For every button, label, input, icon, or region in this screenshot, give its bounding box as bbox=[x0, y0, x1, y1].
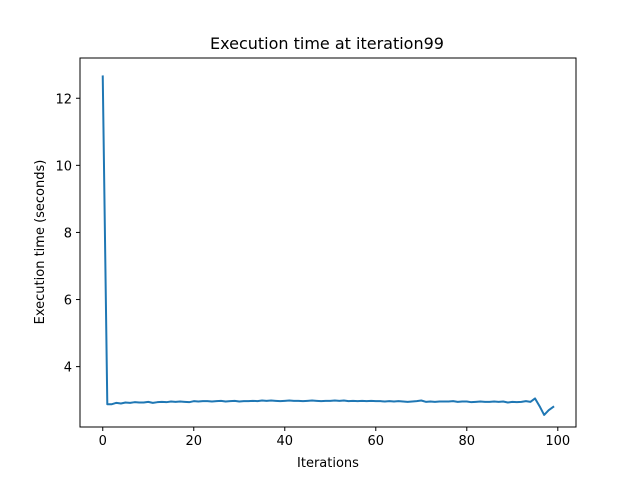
y-tick-label: 4 bbox=[64, 361, 72, 376]
chart-title: Execution time at iteration99 bbox=[210, 34, 444, 53]
y-axis-ticks: 4 6 8 10 12 bbox=[55, 92, 80, 376]
x-tick-label: 80 bbox=[459, 434, 476, 449]
x-axis-label: Iterations bbox=[297, 456, 359, 471]
y-tick-label: 8 bbox=[64, 226, 72, 241]
x-tick-label: 20 bbox=[185, 434, 202, 449]
x-axis-ticks: 0 20 40 60 80 100 bbox=[99, 427, 570, 449]
x-tick-label: 100 bbox=[545, 434, 570, 449]
x-tick-label: 0 bbox=[99, 434, 107, 449]
x-tick-label: 60 bbox=[368, 434, 385, 449]
y-axis-label: Execution time (seconds) bbox=[33, 160, 48, 325]
series-line bbox=[101, 75, 555, 416]
x-tick-label: 40 bbox=[276, 434, 293, 449]
plot-area-frame bbox=[79, 57, 577, 428]
y-tick-label: 12 bbox=[55, 92, 72, 107]
y-tick-label: 6 bbox=[64, 294, 72, 309]
y-tick-label: 10 bbox=[55, 159, 72, 174]
